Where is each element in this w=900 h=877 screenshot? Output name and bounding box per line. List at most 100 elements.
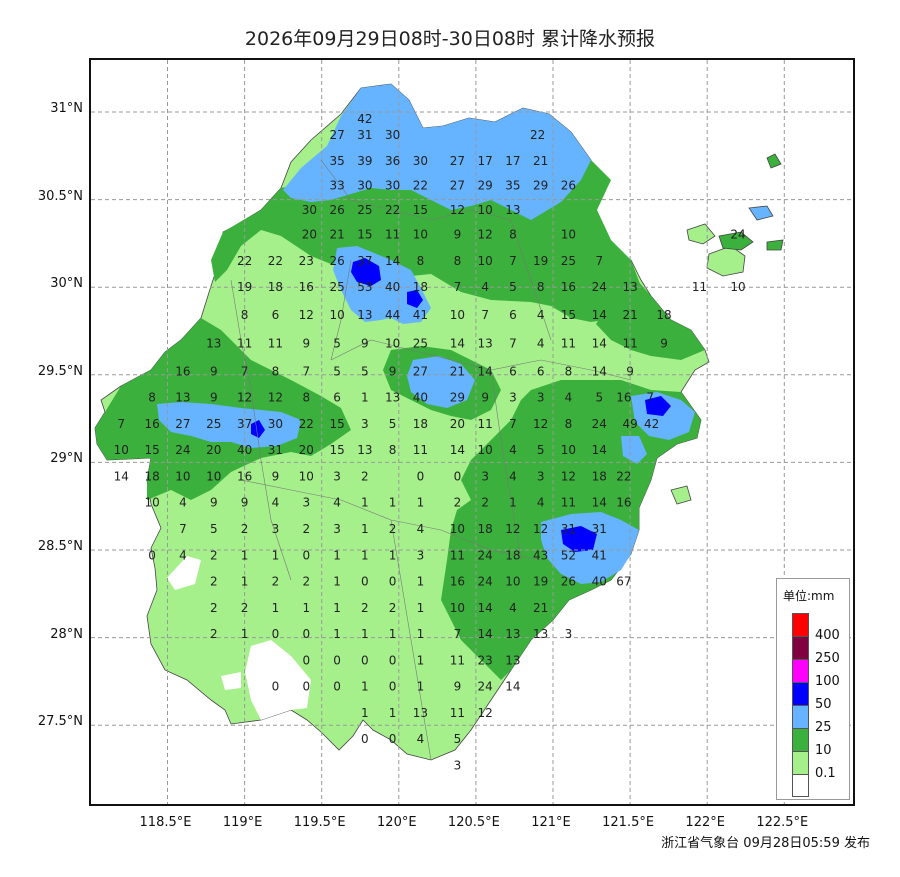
station-value: 24 bbox=[175, 443, 190, 457]
station-value: 13 bbox=[533, 627, 548, 641]
station-value: 5 bbox=[361, 364, 369, 378]
legend-level-label: 10 bbox=[815, 743, 832, 758]
station-value: 4 bbox=[509, 601, 517, 615]
station-value: 13 bbox=[175, 391, 190, 405]
station-value: 31 bbox=[592, 522, 607, 536]
legend-level-label: 0.1 bbox=[815, 766, 836, 781]
station-value: 7 bbox=[595, 254, 603, 268]
station-value: 8 bbox=[565, 417, 573, 431]
station-value: 18 bbox=[592, 469, 607, 483]
station-value: 13 bbox=[622, 280, 637, 294]
station-value: 10 bbox=[561, 228, 576, 242]
station-value: 12 bbox=[533, 417, 548, 431]
rain-10mm-northeast bbox=[596, 250, 705, 360]
station-value: 3 bbox=[537, 391, 545, 405]
station-value: 4 bbox=[537, 308, 545, 322]
station-value: 19 bbox=[533, 575, 548, 589]
station-value: 31 bbox=[357, 128, 372, 142]
station-value: 0 bbox=[272, 627, 280, 641]
station-value: 1 bbox=[333, 575, 341, 589]
station-value: 1 bbox=[417, 627, 425, 641]
station-value: 14 bbox=[592, 443, 607, 457]
station-value: 30 bbox=[268, 417, 283, 431]
station-value: 35 bbox=[505, 179, 520, 193]
station-value: 42 bbox=[357, 112, 372, 126]
station-value: 10 bbox=[144, 496, 159, 510]
legend-level-label: 50 bbox=[815, 697, 832, 712]
station-value: 21 bbox=[533, 601, 548, 615]
station-value: 9 bbox=[389, 364, 397, 378]
station-value: 33 bbox=[329, 179, 344, 193]
station-value: 10 bbox=[114, 443, 129, 457]
station-value: 37 bbox=[237, 417, 252, 431]
island-taizhou bbox=[670, 485, 692, 505]
station-value: 2 bbox=[361, 469, 369, 483]
station-value: 18 bbox=[144, 469, 159, 483]
station-value: 22 bbox=[530, 128, 545, 142]
longitude-label: 122.5°E bbox=[756, 815, 809, 830]
station-value: 0 bbox=[389, 680, 397, 694]
station-value: 10 bbox=[450, 601, 465, 615]
station-value: 10 bbox=[730, 280, 745, 294]
station-value: 7 bbox=[179, 522, 187, 536]
station-value: 27 bbox=[329, 128, 344, 142]
island-zhoushan bbox=[706, 245, 746, 277]
station-value: 14 bbox=[478, 601, 493, 615]
station-value: 4 bbox=[509, 443, 517, 457]
station-value: 1 bbox=[417, 496, 425, 510]
station-value: 2 bbox=[210, 627, 218, 641]
station-value: 12 bbox=[478, 706, 493, 720]
station-value: 2 bbox=[302, 522, 310, 536]
station-value: 18 bbox=[268, 280, 283, 294]
station-value: 24 bbox=[478, 548, 493, 562]
station-value: 3 bbox=[417, 548, 425, 562]
station-value: 3 bbox=[565, 627, 573, 641]
longitude-label: 118.5°E bbox=[139, 815, 192, 830]
station-value: 4 bbox=[179, 496, 187, 510]
station-value: 8 bbox=[241, 308, 249, 322]
station-value: 1 bbox=[417, 653, 425, 667]
station-value: 4 bbox=[537, 336, 545, 350]
station-value: 1 bbox=[417, 601, 425, 615]
legend-level-label: 100 bbox=[815, 674, 840, 689]
station-value: 3 bbox=[481, 469, 489, 483]
station-value: 16 bbox=[175, 364, 190, 378]
publisher-footer: 浙江省气象台 09月28日05:59 发布 bbox=[661, 836, 870, 851]
station-value: 0 bbox=[454, 469, 462, 483]
station-value: 40 bbox=[413, 391, 428, 405]
latitude-label: 29°N bbox=[50, 451, 83, 467]
station-value: 15 bbox=[357, 228, 372, 242]
latitude-label: 31°N bbox=[50, 101, 83, 116]
station-value: 24 bbox=[592, 280, 607, 294]
rain-50mm-west bbox=[251, 420, 265, 438]
station-value: 24 bbox=[478, 575, 493, 589]
station-value: 14 bbox=[505, 680, 520, 694]
station-value: 14 bbox=[592, 336, 607, 350]
longitude-label: 119°E bbox=[222, 815, 263, 830]
station-value: 16 bbox=[616, 496, 631, 510]
latitude-label: 30°N bbox=[50, 276, 83, 292]
station-value: 4 bbox=[537, 496, 545, 510]
station-value: 2 bbox=[241, 601, 249, 615]
station-value: 40 bbox=[592, 575, 607, 589]
station-value: 8 bbox=[148, 391, 156, 405]
station-value: 9 bbox=[626, 364, 634, 378]
rain-50mm-coast bbox=[645, 396, 671, 416]
station-value: 11 bbox=[450, 548, 465, 562]
station-value: 30 bbox=[385, 179, 400, 193]
station-value: 4 bbox=[417, 732, 425, 746]
station-value: 1 bbox=[417, 680, 425, 694]
station-value: 1 bbox=[361, 627, 369, 641]
legend-level-label: 25 bbox=[815, 720, 832, 735]
legend-title: 单位:mm bbox=[783, 589, 835, 603]
station-value: 21 bbox=[450, 364, 465, 378]
island-daishan bbox=[686, 223, 716, 245]
station-value: 7 bbox=[241, 364, 249, 378]
station-value: 16 bbox=[450, 575, 465, 589]
station-value: 13 bbox=[505, 627, 520, 641]
legend-swatch bbox=[792, 659, 809, 682]
station-value: 0 bbox=[302, 627, 310, 641]
station-value: 25 bbox=[206, 417, 221, 431]
station-value: 1 bbox=[417, 575, 425, 589]
